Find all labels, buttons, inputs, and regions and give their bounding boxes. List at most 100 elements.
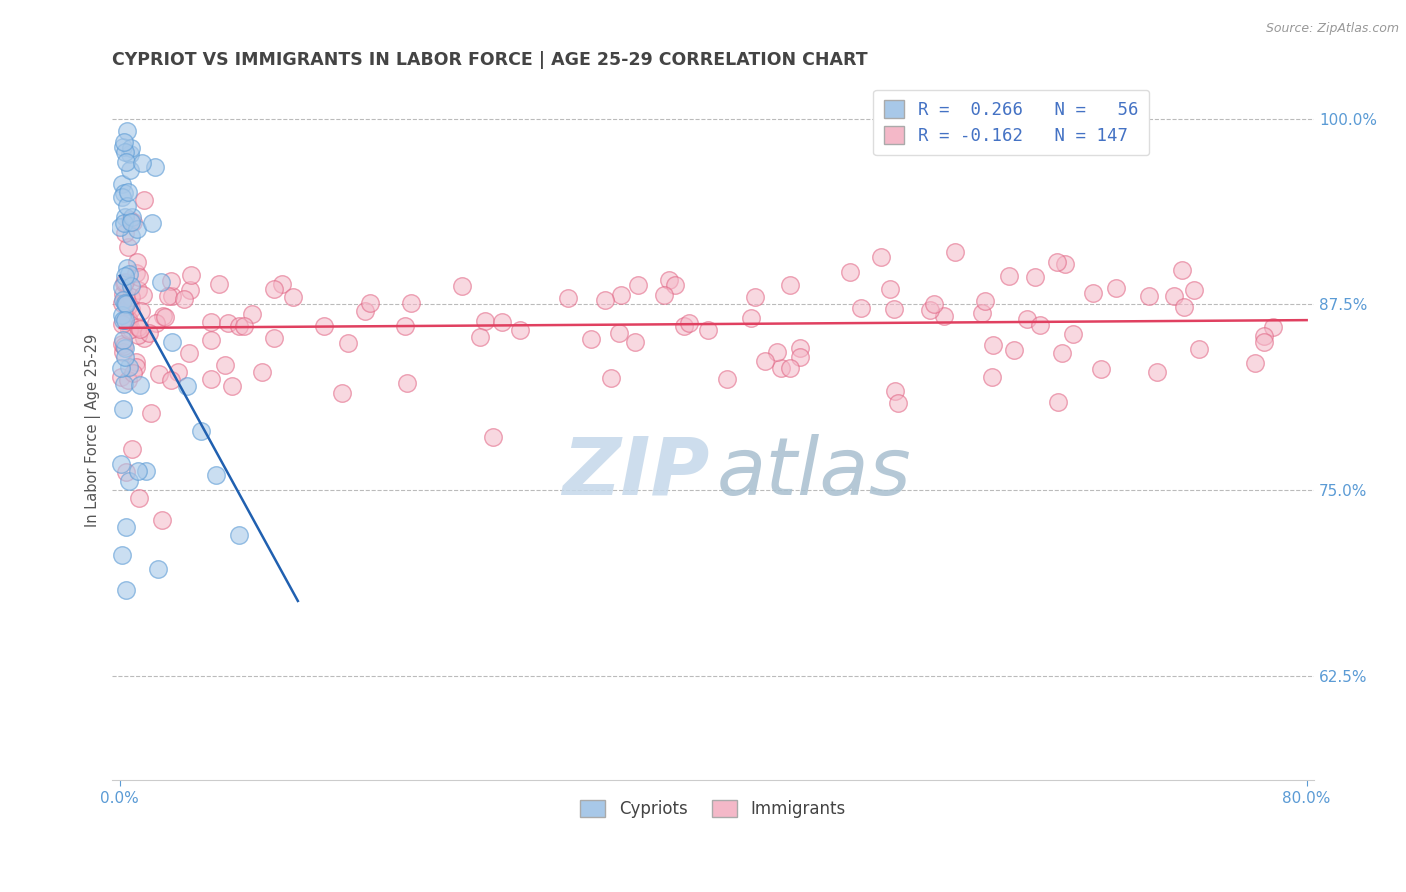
Point bbox=[150, 513, 173, 527]
Point bbox=[1243, 356, 1265, 370]
Point bbox=[1137, 289, 1160, 303]
Point bbox=[250, 365, 273, 379]
Point bbox=[110, 361, 132, 376]
Point bbox=[115, 297, 138, 311]
Point bbox=[114, 582, 136, 597]
Point bbox=[120, 290, 142, 304]
Point bbox=[117, 373, 139, 387]
Point bbox=[117, 299, 139, 313]
Point bbox=[122, 215, 145, 229]
Point bbox=[112, 216, 135, 230]
Point bbox=[716, 372, 738, 386]
Point bbox=[120, 278, 142, 293]
Point bbox=[120, 229, 142, 244]
Point bbox=[114, 211, 136, 225]
Point bbox=[509, 323, 531, 337]
Point bbox=[1046, 255, 1069, 269]
Point bbox=[118, 314, 141, 328]
Point bbox=[117, 240, 139, 254]
Point bbox=[122, 366, 145, 380]
Point bbox=[200, 371, 222, 385]
Point bbox=[208, 277, 231, 291]
Point bbox=[1090, 362, 1112, 376]
Point bbox=[118, 267, 141, 281]
Point bbox=[125, 266, 148, 280]
Point bbox=[111, 287, 134, 301]
Point bbox=[228, 528, 250, 542]
Point bbox=[111, 309, 134, 323]
Point bbox=[143, 161, 166, 175]
Point bbox=[214, 358, 236, 372]
Point bbox=[673, 319, 696, 334]
Point bbox=[177, 346, 200, 360]
Point bbox=[1171, 262, 1194, 277]
Point bbox=[146, 562, 169, 576]
Point bbox=[111, 337, 134, 351]
Text: CYPRIOT VS IMMIGRANTS IN LABOR FORCE | AGE 25-29 CORRELATION CHART: CYPRIOT VS IMMIGRANTS IN LABOR FORCE | A… bbox=[112, 51, 868, 69]
Point bbox=[176, 379, 198, 393]
Point bbox=[128, 270, 150, 285]
Text: ZIP: ZIP bbox=[562, 434, 710, 512]
Point bbox=[179, 284, 201, 298]
Point bbox=[173, 292, 195, 306]
Point bbox=[112, 276, 135, 290]
Y-axis label: In Labor Force | Age 25-29: In Labor Force | Age 25-29 bbox=[86, 334, 101, 527]
Point bbox=[112, 338, 135, 352]
Point bbox=[943, 244, 966, 259]
Point bbox=[1253, 328, 1275, 343]
Point bbox=[111, 317, 134, 331]
Point bbox=[111, 296, 134, 310]
Point bbox=[190, 424, 212, 438]
Point bbox=[162, 289, 184, 303]
Point bbox=[769, 361, 792, 376]
Point bbox=[128, 491, 150, 505]
Point bbox=[887, 396, 910, 410]
Point bbox=[491, 315, 513, 329]
Point bbox=[115, 199, 138, 213]
Point bbox=[330, 385, 353, 400]
Point bbox=[114, 351, 136, 365]
Point bbox=[1083, 285, 1105, 300]
Point bbox=[740, 311, 762, 326]
Point bbox=[180, 268, 202, 283]
Point bbox=[114, 275, 136, 289]
Point bbox=[127, 284, 149, 298]
Point bbox=[1105, 280, 1128, 294]
Point bbox=[394, 318, 416, 333]
Point bbox=[115, 260, 138, 275]
Point bbox=[128, 377, 150, 392]
Point bbox=[110, 220, 132, 235]
Point bbox=[134, 194, 156, 208]
Point bbox=[148, 368, 170, 382]
Point bbox=[1046, 394, 1069, 409]
Point bbox=[934, 309, 956, 323]
Point bbox=[114, 145, 136, 160]
Point bbox=[779, 278, 801, 293]
Point bbox=[145, 316, 167, 330]
Point bbox=[160, 373, 183, 387]
Text: atlas: atlas bbox=[717, 434, 911, 512]
Point bbox=[600, 371, 623, 385]
Point bbox=[114, 269, 136, 284]
Point bbox=[839, 265, 862, 279]
Point bbox=[118, 212, 141, 227]
Point bbox=[766, 345, 789, 359]
Point bbox=[150, 275, 173, 289]
Point bbox=[1163, 289, 1185, 303]
Point bbox=[789, 341, 811, 355]
Point bbox=[664, 278, 686, 293]
Point bbox=[395, 376, 418, 390]
Point bbox=[115, 290, 138, 304]
Point bbox=[118, 323, 141, 337]
Point bbox=[579, 332, 602, 346]
Point bbox=[127, 464, 149, 478]
Point bbox=[129, 322, 152, 336]
Point bbox=[160, 334, 183, 349]
Point bbox=[997, 268, 1019, 283]
Point bbox=[153, 310, 176, 325]
Point bbox=[399, 295, 422, 310]
Point bbox=[111, 313, 134, 327]
Point bbox=[1253, 335, 1275, 350]
Point bbox=[1146, 365, 1168, 379]
Point bbox=[167, 365, 190, 379]
